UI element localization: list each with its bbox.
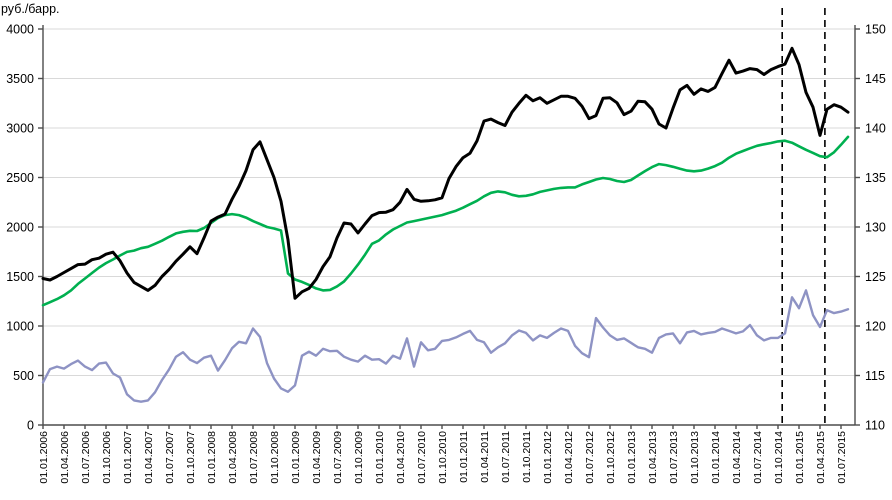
x-axis-tick-label: 01.01.2010: [374, 431, 386, 484]
x-axis-tick-label: 01.01.2009: [290, 431, 302, 484]
x-axis-tick-label: 01.07.2013: [668, 431, 680, 484]
x-axis-tick-label: 01.01.2012: [542, 431, 554, 484]
x-axis-tick-label: 01.04.2008: [227, 431, 239, 484]
x-axis-tick-label: 01.07.2014: [752, 431, 764, 484]
x-axis-tick-label: 01.01.2015: [794, 431, 806, 484]
left-axis-title: руб./барр.: [1, 2, 60, 16]
left-axis-tick-label: 3500: [6, 72, 34, 86]
x-axis-tick-label: 01.07.2010: [416, 431, 428, 484]
x-axis-tick-label: 01.04.2014: [731, 431, 743, 484]
x-axis-tick-label: 01.07.2011: [500, 431, 512, 483]
left-axis-tick-label: 500: [13, 369, 34, 383]
x-axis-tick-label: 01.10.2009: [353, 431, 365, 484]
x-axis-tick-label: 01.10.2013: [689, 431, 701, 484]
x-axis-tick-label: 01.07.2007: [164, 431, 176, 484]
x-axis-tick-label: 01.01.2011: [458, 431, 470, 483]
left-axis-tick-label: 3000: [6, 122, 34, 136]
x-axis-tick-label: 01.07.2006: [80, 431, 92, 484]
left-axis-tick-label: 1500: [6, 270, 34, 284]
series-green-line: [41, 135, 850, 307]
x-axis-tick-label: 01.10.2014: [773, 431, 785, 484]
left-axis-tick-label: 2500: [6, 171, 34, 185]
x-axis-tick-label: 01.04.2012: [563, 431, 575, 484]
right-axis-tick-label: 110: [865, 419, 885, 433]
x-axis-tick-label: 01.04.2006: [59, 431, 71, 484]
right-axis-tick-label: 135: [865, 171, 886, 185]
left-axis-tick-label: 1000: [6, 320, 34, 334]
x-axis-tick-label: 01.01.2014: [710, 431, 722, 484]
right-axis-tick-label: 120: [865, 320, 886, 334]
x-axis-tick-label: 01.04.2013: [647, 431, 659, 484]
right-axis-tick-label: 130: [865, 221, 886, 235]
right-axis-tick-label: 145: [865, 72, 886, 86]
right-axis-tick-label: 125: [865, 270, 886, 284]
right-axis-tick-label: 140: [865, 122, 886, 136]
x-axis-tick-label: 01.07.2009: [332, 431, 344, 484]
x-axis-tick-label: 01.10.2011: [521, 431, 533, 483]
x-axis-tick-label: 01.07.2012: [584, 431, 596, 484]
x-axis-tick-label: 01.01.2006: [38, 431, 50, 484]
left-axis-tick-label: 0: [27, 419, 34, 433]
x-axis-tick-label: 01.04.2010: [395, 431, 407, 484]
right-axis-tick-label: 115: [865, 369, 885, 383]
x-axis-tick-label: 01.10.2007: [185, 431, 197, 484]
left-axis-tick-label: 4000: [6, 23, 34, 37]
series-black-line: [41, 46, 850, 300]
x-axis-tick-label: 01.01.2007: [122, 431, 134, 484]
x-axis-tick-label: 01.01.2008: [206, 431, 218, 484]
x-axis-tick-label: 01.10.2008: [269, 431, 281, 484]
x-axis-tick-label: 01.07.2015: [836, 431, 848, 484]
x-axis-tick-label: 01.07.2008: [248, 431, 260, 484]
x-axis-tick-label: 01.04.2015: [815, 431, 827, 484]
x-axis-tick-label: 01.04.2007: [143, 431, 155, 484]
x-axis-tick-label: 01.01.2013: [626, 431, 638, 484]
x-axis-tick-label: 01.10.2012: [605, 431, 617, 484]
x-axis-tick-label: 01.10.2006: [101, 431, 113, 484]
x-axis-tick-label: 01.10.2010: [437, 431, 449, 484]
x-axis-tick-label: 01.04.2011: [479, 431, 491, 483]
x-axis-tick-label: 01.04.2009: [311, 431, 323, 484]
left-axis-tick-label: 2000: [6, 221, 34, 235]
series-purple-line: [41, 289, 850, 403]
right-axis-tick-label: 150: [865, 23, 886, 37]
